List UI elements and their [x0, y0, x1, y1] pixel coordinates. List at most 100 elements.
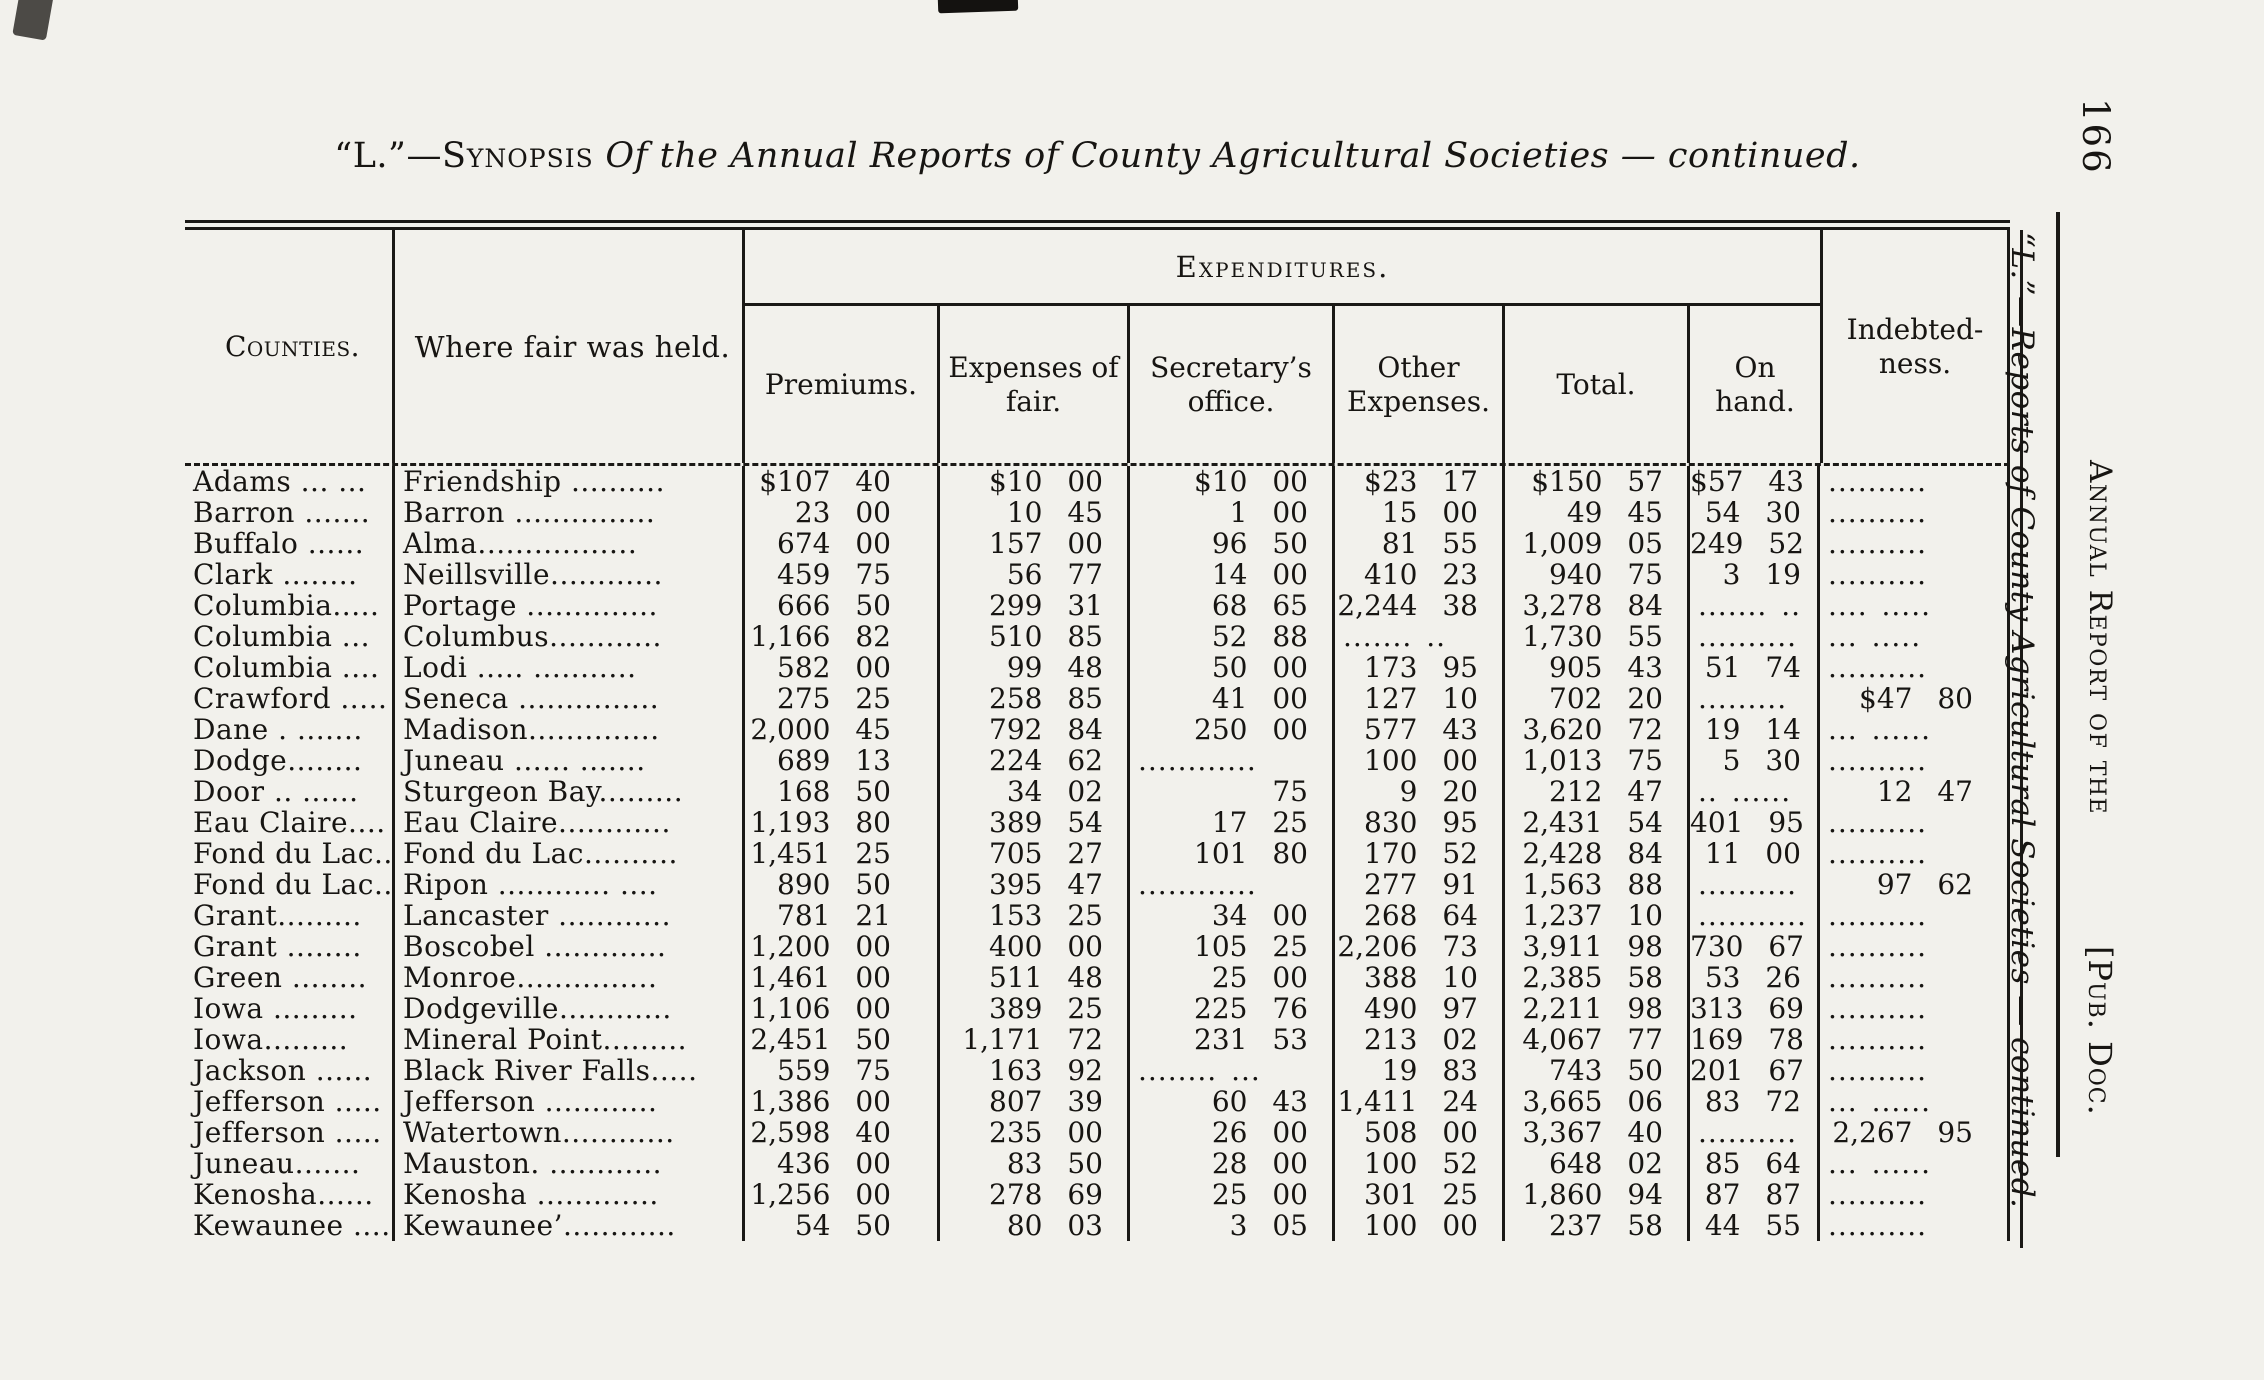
cell-o: 508 00 [1335, 1117, 1505, 1148]
table-row: Iowa......... Mineral Point......... 2,451… [185, 1024, 2010, 1055]
table-body: Adams ... ... Friendship .......... $107 4… [185, 466, 2010, 1241]
cell-w: Mineral Point......... [395, 1024, 745, 1055]
cell-s: 26 00 [1130, 1117, 1335, 1148]
cell-c: Door .. ...... [185, 776, 395, 807]
rotated-running-head: Annual Report of the [2082, 460, 2118, 816]
cell-c: Grant......... [185, 900, 395, 931]
cell-e: 389 54 [940, 807, 1130, 838]
cell-c: Eau Claire.... [185, 807, 395, 838]
cell-t: 1,013 75 [1505, 745, 1690, 776]
cell-o: 301 25 [1335, 1179, 1505, 1210]
cell-i: 2,267 95 [1820, 1117, 2010, 1148]
cell-s: 25 00 [1130, 1179, 1335, 1210]
title-synopsis: Synopsis [441, 136, 594, 176]
header-expenses-of-fair: Expenses of fair. [940, 306, 1130, 463]
cell-p: 275 25 [745, 683, 940, 714]
cell-o: 2,206 73 [1335, 931, 1505, 962]
cell-o: $23 17 [1335, 466, 1505, 497]
cell-i: 12 47 [1820, 776, 2010, 807]
cell-h: .......... [1690, 621, 1820, 652]
table-row: Columbia..... Portage .............. 666 5… [185, 590, 2010, 621]
cell-c: Fond du Lac.. [185, 869, 395, 900]
cell-o: 268 64 [1335, 900, 1505, 931]
cell-w: Lodi ..... ........... [395, 652, 745, 683]
cell-p: 459 75 [745, 559, 940, 590]
cell-o: ....... .. [1335, 621, 1505, 652]
cell-e: 510 85 [940, 621, 1130, 652]
cell-c: Kenosha...... [185, 1179, 395, 1210]
cell-s: 52 88 [1130, 621, 1335, 652]
cell-t: 4,067 77 [1505, 1024, 1690, 1055]
margin-vertical-rule [2056, 212, 2060, 1157]
cell-o: 173 95 [1335, 652, 1505, 683]
cell-o: 15 00 [1335, 497, 1505, 528]
table-top-double-rule [185, 220, 2010, 230]
table-row: Iowa ......... Dodgeville............ 1,10… [185, 993, 2010, 1024]
cell-i: .......... [1820, 962, 2010, 993]
cell-s: 28 00 [1130, 1148, 1335, 1179]
cell-p: 54 50 [745, 1210, 940, 1241]
table-row: Buffalo ...... Alma................. 674 0… [185, 528, 2010, 559]
cell-o: 577 43 [1335, 714, 1505, 745]
cell-s: ............ [1130, 745, 1335, 776]
cell-e: 792 84 [940, 714, 1130, 745]
table-right-frame-rule [2020, 230, 2023, 1248]
cell-i: .......... [1820, 652, 2010, 683]
table-row: Grant......... Lancaster ............ 781 … [185, 900, 2010, 931]
cell-i: .......... [1820, 1210, 2010, 1241]
cell-o: 170 52 [1335, 838, 1505, 869]
cell-h: 730 67 [1690, 931, 1820, 962]
cell-i: .......... [1820, 838, 2010, 869]
cell-s: 60 43 [1130, 1086, 1335, 1117]
cell-c: Adams ... ... [185, 466, 395, 497]
page-title: “L.”—Synopsis Of the Annual Reports of C… [185, 136, 2010, 176]
cell-t: 3,665 06 [1505, 1086, 1690, 1117]
cell-w: Monroe............... [395, 962, 745, 993]
cell-i: .......... [1820, 1179, 2010, 1210]
cell-c: Fond du Lac.. [185, 838, 395, 869]
cell-w: Sturgeon Bay......... [395, 776, 745, 807]
cell-e: 511 48 [940, 962, 1130, 993]
cell-i: .......... [1820, 528, 2010, 559]
cell-e: 258 85 [940, 683, 1130, 714]
cell-s: 34 00 [1130, 900, 1335, 931]
cell-t: 3,911 98 [1505, 931, 1690, 962]
cell-h: .......... [1690, 869, 1820, 900]
cell-h: 249 52 [1690, 528, 1820, 559]
cell-p: 689 13 [745, 745, 940, 776]
cell-c: Jefferson ..... [185, 1117, 395, 1148]
cell-s: 17 25 [1130, 807, 1335, 838]
cell-c: Buffalo ...... [185, 528, 395, 559]
cell-p: 1,386 00 [745, 1086, 940, 1117]
cell-i: ... ...... [1820, 1086, 2010, 1117]
cell-e: 163 92 [940, 1055, 1130, 1086]
header-other-expenses: Other Expenses. [1335, 306, 1505, 463]
table-row: Jackson ...... Black River Falls..... 559 … [185, 1055, 2010, 1086]
cell-s: 68 65 [1130, 590, 1335, 621]
table-row: Jefferson ..... Jefferson ............ 1,3… [185, 1086, 2010, 1117]
cell-o: 81 55 [1335, 528, 1505, 559]
cell-t: 1,730 55 [1505, 621, 1690, 652]
cell-c: Clark ........ [185, 559, 395, 590]
cell-w: Barron ............... [395, 497, 745, 528]
cell-s: 50 00 [1130, 652, 1335, 683]
cell-h: 3 19 [1690, 559, 1820, 590]
cell-c: Green ........ [185, 962, 395, 993]
cell-t: 743 50 [1505, 1055, 1690, 1086]
cell-p: 2,000 45 [745, 714, 940, 745]
cell-t: 702 20 [1505, 683, 1690, 714]
cell-i: ... ...... [1820, 1148, 2010, 1179]
table-row: Dane . ....... Madison.............. 2,000… [185, 714, 2010, 745]
cell-c: Columbia ... [185, 621, 395, 652]
table-row: Fond du Lac.. Fond du Lac.......... 1,451 … [185, 838, 2010, 869]
cell-s: 225 76 [1130, 993, 1335, 1024]
cell-o: 1,411 24 [1335, 1086, 1505, 1117]
cell-c: Dodge........ [185, 745, 395, 776]
cell-w: Neillsville............ [395, 559, 745, 590]
cell-c: Barron ....... [185, 497, 395, 528]
cell-s: 3 05 [1130, 1210, 1335, 1241]
cell-p: 1,193 80 [745, 807, 940, 838]
cell-h: 51 74 [1690, 652, 1820, 683]
table-row: Dodge........ Juneau ...... ....... 689 13… [185, 745, 2010, 776]
